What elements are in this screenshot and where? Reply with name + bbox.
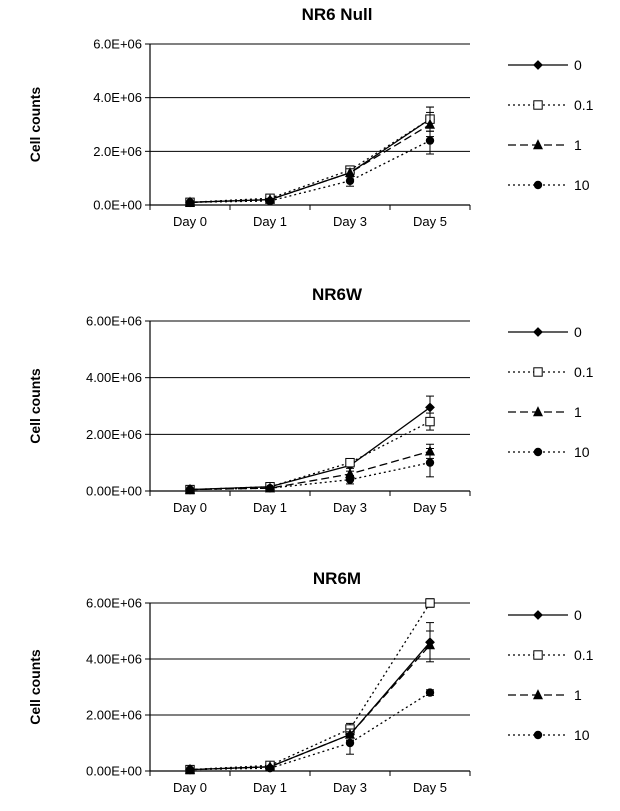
legend-label: 0 (574, 607, 582, 623)
series-line (190, 603, 430, 770)
y-tick-label: 0.0E+00 (93, 198, 142, 213)
y-axis-label: Cell counts (27, 87, 43, 163)
series-1 (186, 396, 434, 494)
y-tick-label: 2.0E+06 (93, 144, 142, 159)
series-line (190, 141, 430, 203)
x-tick-label: Day 0 (173, 214, 207, 229)
y-axis-label: Cell counts (27, 368, 43, 444)
circle-marker (426, 459, 433, 466)
x-tick-label: Day 0 (173, 500, 207, 515)
x-tick-label: Day 1 (253, 780, 287, 795)
circle-marker (346, 739, 353, 746)
series-line (190, 407, 430, 489)
y-tick-label: 6.00E+06 (86, 596, 142, 611)
circle-marker (426, 137, 433, 144)
legend-diamond-marker (534, 328, 542, 336)
y-tick-label: 4.00E+06 (86, 370, 142, 385)
y-tick-label: 6.0E+06 (93, 37, 142, 52)
y-tick-label: 2.00E+06 (86, 427, 142, 442)
legend-square-marker (534, 368, 542, 376)
series-4 (186, 449, 434, 494)
square-marker (426, 417, 434, 425)
legend-label: 0.1 (574, 97, 594, 113)
y-axis-label: Cell counts (27, 649, 43, 725)
chart-panel-3: NR6M Cell counts 0.00E+00 2.00E+06 4.00E+06 6… (27, 569, 594, 795)
chart-title: NR6 Null (302, 5, 373, 24)
y-tick-label: 4.0E+06 (93, 90, 142, 105)
legend-square-marker (534, 651, 542, 659)
x-tick-label: Day 1 (253, 214, 287, 229)
series-4 (186, 689, 434, 773)
circle-marker (266, 765, 273, 772)
circle-marker (186, 486, 193, 493)
x-tick-label: Day 3 (333, 214, 367, 229)
y-tick-label: 6.00E+06 (86, 314, 142, 329)
circle-marker (426, 689, 433, 696)
y-tick-label: 2.00E+06 (86, 708, 142, 723)
x-tick-label: Day 1 (253, 500, 287, 515)
legend: 0 0.1 1 10 (508, 324, 594, 460)
series-3 (186, 112, 434, 206)
x-tick-label: Day 3 (333, 500, 367, 515)
legend-label: 0.1 (574, 647, 594, 663)
circle-marker (346, 177, 353, 184)
legend-label: 0.1 (574, 364, 594, 380)
x-tick-label: Day 5 (413, 500, 447, 515)
legend-label: 0 (574, 324, 582, 340)
chart-title: NR6W (312, 285, 363, 304)
legend-label: 0 (574, 57, 582, 73)
legend-diamond-marker (534, 61, 542, 69)
series-line (190, 422, 430, 490)
y-tick-label: 0.00E+00 (86, 764, 142, 779)
chart-title: NR6M (313, 569, 361, 588)
square-marker (426, 599, 434, 607)
circle-marker (346, 476, 353, 483)
legend-circle-marker (534, 448, 541, 455)
series-3 (186, 444, 434, 493)
circle-marker (186, 766, 193, 773)
legend-diamond-marker (534, 611, 542, 619)
circle-marker (266, 484, 273, 491)
x-tick-label: Day 3 (333, 780, 367, 795)
x-tick-label: Day 5 (413, 780, 447, 795)
y-tick-label: 0.00E+00 (86, 484, 142, 499)
legend-label: 10 (574, 177, 590, 193)
legend-circle-marker (534, 731, 541, 738)
legend: 0 0.1 1 10 (508, 607, 594, 743)
square-marker (346, 458, 354, 466)
series-4 (186, 127, 434, 206)
chart-panel-1: NR6 Null Cell counts 0.0E+00 2.0E+06 4.0E+06… (27, 5, 594, 229)
legend-label: 1 (574, 137, 582, 153)
x-tick-label: Day 5 (413, 214, 447, 229)
diamond-marker (426, 403, 434, 411)
legend-label: 10 (574, 444, 590, 460)
series-line (190, 645, 430, 770)
series-3 (186, 631, 434, 773)
y-tick-label: 4.00E+06 (86, 652, 142, 667)
legend-circle-marker (534, 181, 541, 188)
circle-marker (186, 199, 193, 206)
legend-label: 10 (574, 727, 590, 743)
x-tick-label: Day 0 (173, 780, 207, 795)
legend-label: 1 (574, 687, 582, 703)
circle-marker (266, 197, 273, 204)
series-2 (186, 599, 434, 774)
legend-square-marker (534, 101, 542, 109)
series-line (190, 119, 430, 202)
legend-label: 1 (574, 404, 582, 420)
series-line (190, 693, 430, 770)
legend: 0 0.1 1 10 (508, 57, 594, 193)
series-line (190, 119, 430, 202)
chart-panel-2: NR6W Cell counts 0.00E+00 2.00E+06 4.00E+06 6… (27, 285, 594, 515)
